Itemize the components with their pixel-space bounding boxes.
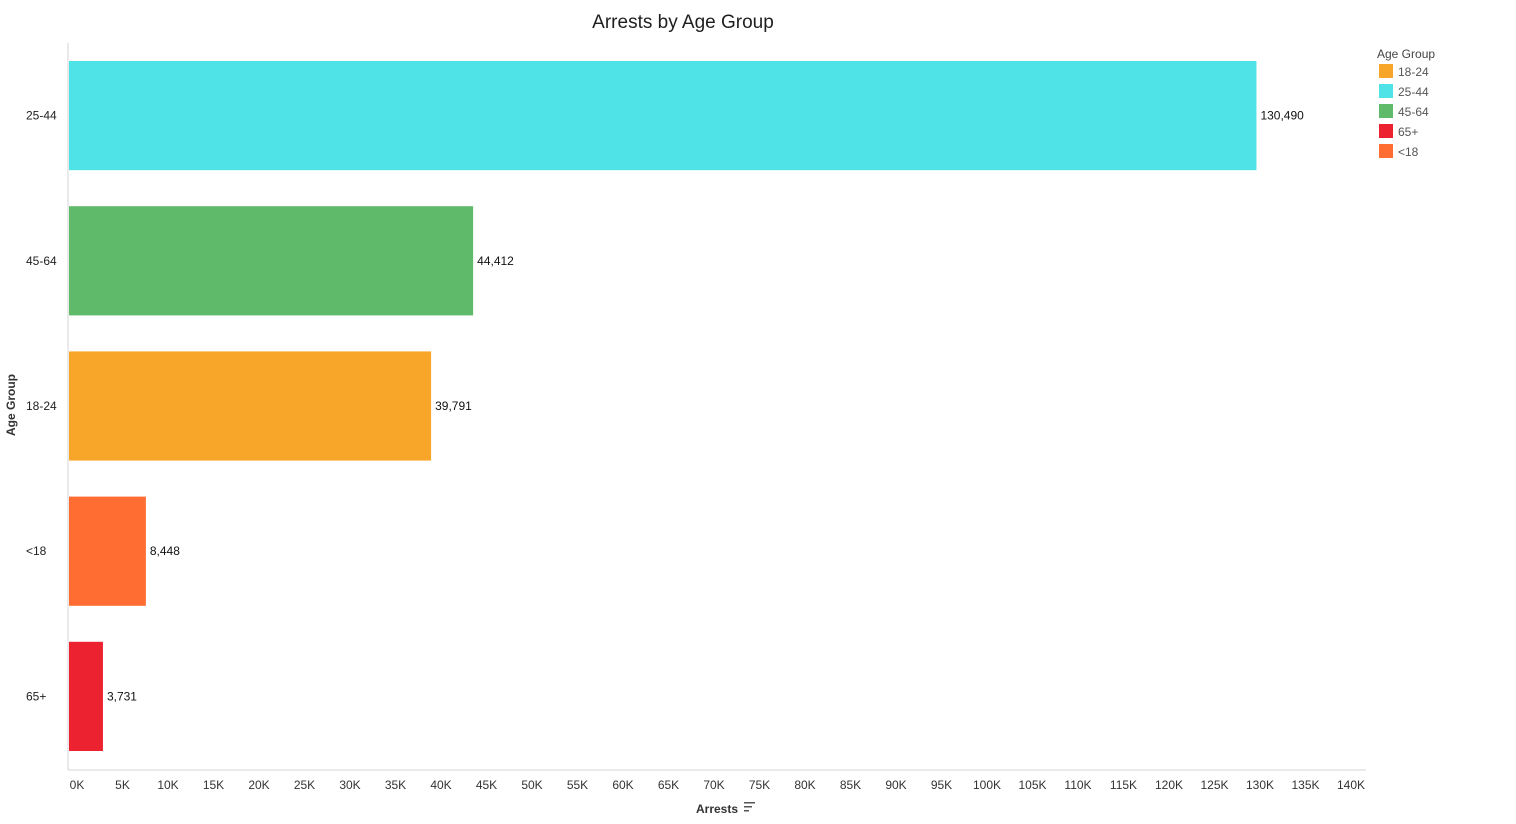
- y-axis-title: Age Group: [4, 374, 18, 436]
- legend: Age Group 18-24 25-44 45-64 65+ <18: [1377, 47, 1435, 159]
- x-tick-label: 5K: [115, 778, 130, 792]
- x-tick-label: 110K: [1064, 778, 1091, 792]
- x-tick-label: 65K: [658, 778, 679, 792]
- legend-label[interactable]: 65+: [1398, 125, 1418, 139]
- x-tick-label: 70K: [703, 778, 724, 792]
- legend-swatch[interactable]: [1379, 64, 1393, 78]
- legend-title: Age Group: [1377, 47, 1435, 61]
- legend-label[interactable]: 18-24: [1398, 65, 1429, 79]
- legend-items: 18-24 25-44 45-64 65+ <18: [1379, 64, 1429, 159]
- x-tick-label: 45K: [476, 778, 497, 792]
- y-tick-label: <18: [26, 544, 47, 558]
- legend-swatch[interactable]: [1379, 144, 1393, 158]
- data-label: 8,448: [150, 544, 180, 558]
- chart-title: Arrests by Age Group: [592, 12, 774, 33]
- x-tick-label: 85K: [840, 778, 861, 792]
- legend-label[interactable]: 25-44: [1398, 85, 1429, 99]
- x-tick-label: 50K: [521, 778, 542, 792]
- data-label: 130,490: [1260, 109, 1304, 123]
- data-label: 44,412: [477, 254, 514, 268]
- y-tick-label: 18-24: [26, 399, 57, 413]
- y-tick-label: 65+: [26, 689, 46, 703]
- x-tick-label: 115K: [1110, 778, 1137, 792]
- x-tick-label: 140K: [1337, 778, 1365, 792]
- x-tick-label: 25K: [294, 778, 315, 792]
- bar[interactable]: [69, 351, 432, 461]
- bar[interactable]: [69, 641, 103, 751]
- x-tick-label: 120K: [1155, 778, 1183, 792]
- legend-label[interactable]: 45-64: [1398, 105, 1429, 119]
- x-tick-label: 125K: [1200, 778, 1228, 792]
- x-tick-label: 130K: [1246, 778, 1274, 792]
- bar[interactable]: [69, 206, 474, 316]
- x-tick-label: 100K: [973, 778, 1001, 792]
- bar[interactable]: [69, 496, 146, 606]
- plot-area: 130,490 44,412 39,791 8,448 3,731: [69, 61, 1304, 751]
- x-tick-label: 90K: [885, 778, 906, 792]
- sort-descending-icon[interactable]: [744, 802, 755, 812]
- x-tick-label: 95K: [931, 778, 952, 792]
- x-tick-label: 0K: [70, 778, 85, 792]
- y-tick-label: 45-64: [26, 254, 57, 268]
- y-tick-label: 25-44: [26, 109, 57, 123]
- x-axis-title: Arrests: [696, 802, 738, 816]
- bar[interactable]: [69, 61, 1257, 171]
- data-label: 3,731: [107, 689, 137, 703]
- data-label: 39,791: [435, 399, 472, 413]
- x-tick-label: 135K: [1291, 778, 1319, 792]
- y-axis: 25-44 45-64 18-24 <18 65+: [26, 43, 69, 770]
- x-tick-label: 10K: [157, 778, 178, 792]
- x-tick-label: 80K: [794, 778, 815, 792]
- x-tick-label: 35K: [385, 778, 406, 792]
- x-tick-label: 15K: [203, 778, 224, 792]
- x-tick-label: 60K: [612, 778, 633, 792]
- x-tick-label: 40K: [430, 778, 451, 792]
- legend-swatch[interactable]: [1379, 84, 1393, 98]
- x-tick-label: 20K: [248, 778, 269, 792]
- x-tick-label: 30K: [339, 778, 360, 792]
- x-tick-label: 105K: [1018, 778, 1046, 792]
- legend-label[interactable]: <18: [1398, 145, 1419, 159]
- legend-swatch[interactable]: [1379, 104, 1393, 118]
- x-tick-label: 55K: [567, 778, 588, 792]
- legend-swatch[interactable]: [1379, 124, 1393, 138]
- x-axis: 0K 5K 10K 15K 20K 25K 30K 35K 40K 45K 50K 55K 60K 65K…: [68, 769, 1366, 792]
- x-tick-label: 75K: [749, 778, 770, 792]
